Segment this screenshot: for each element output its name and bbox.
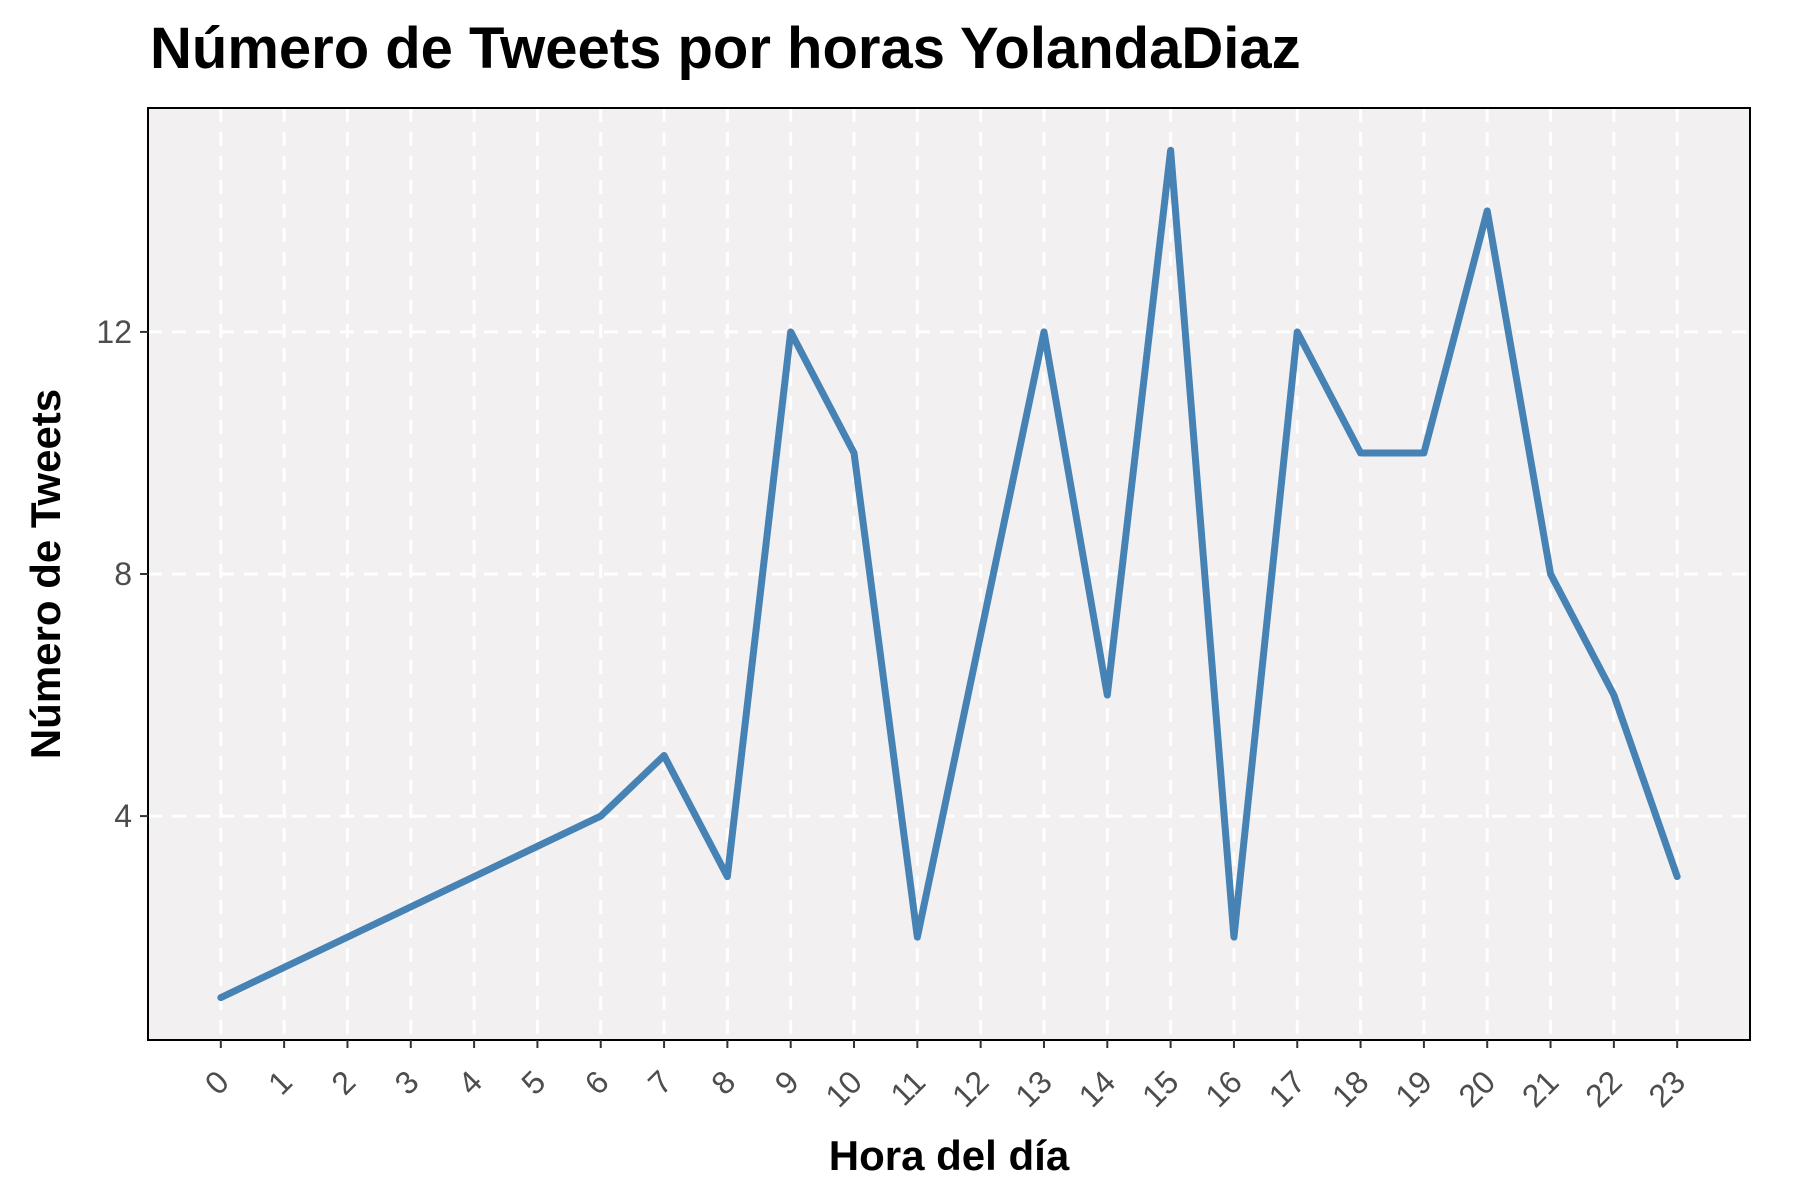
x-axis-title: Hora del día [829,1132,1070,1179]
x-tick-label: 0 [198,1063,236,1101]
y-axis-title: Número de Tweets [22,389,69,759]
x-tick-label: 11 [883,1063,932,1112]
x-tick-label: 2 [324,1063,362,1101]
x-tick-label: 9 [768,1063,806,1101]
x-tick-label: 7 [641,1063,679,1101]
x-tick-label: 14 [1072,1063,1123,1114]
x-tick-label: 6 [578,1063,616,1101]
x-tick-label: 21 [1515,1063,1566,1114]
x-tick-label: 18 [1325,1063,1376,1114]
x-tick-label: 8 [704,1063,742,1101]
y-tick-label: 8 [114,556,132,592]
y-tick-label: 12 [96,314,132,350]
chart-title: Número de Tweets por horas YolandaDiaz [150,16,1301,81]
y-tick-label: 4 [114,798,132,834]
x-tick-label: 15 [1135,1063,1186,1114]
x-tick-label: 23 [1642,1063,1693,1114]
x-tick-label: 17 [1262,1063,1313,1114]
x-tick-label: 19 [1388,1063,1439,1114]
x-tick-label: 1 [261,1063,299,1101]
x-tick-label: 3 [388,1063,426,1101]
x-tick-label: 20 [1452,1063,1503,1114]
x-tick-label: 4 [451,1063,489,1101]
x-tick-label: 10 [818,1063,869,1114]
x-tick-label: 13 [1008,1063,1059,1114]
x-tick-label: 22 [1578,1063,1629,1114]
x-axis: 0 1 2 3 4 5 6 7 8 9 10 11 12 13 14 15 16 17 18 19 20 21 22 23 [198,1040,1692,1114]
series-layer [217,146,1681,1002]
x-tick-label: 16 [1198,1063,1249,1114]
series-line [217,146,1681,1002]
x-tick-label: 5 [514,1063,552,1101]
x-tick-label: 12 [945,1063,996,1114]
y-axis: 4 8 12 [96,314,148,834]
grid-lines [148,108,1750,1040]
